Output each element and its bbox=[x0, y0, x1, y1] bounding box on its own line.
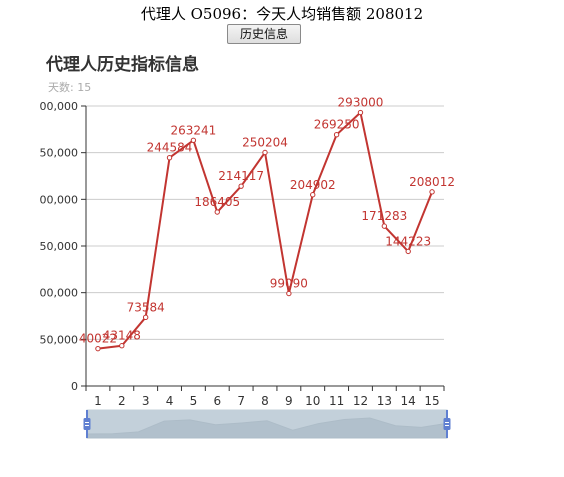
y-tick-label: 50,000 bbox=[40, 333, 79, 346]
data-point[interactable] bbox=[214, 209, 220, 215]
data-point[interactable] bbox=[429, 189, 435, 195]
slider-right-handle[interactable] bbox=[443, 418, 451, 430]
y-tick-label: 00,000 bbox=[40, 287, 79, 300]
y-tick-label: 50,000 bbox=[40, 240, 79, 253]
data-point[interactable] bbox=[190, 137, 197, 144]
x-tick-label: 15 bbox=[424, 394, 439, 408]
data-point[interactable] bbox=[142, 314, 149, 321]
data-point[interactable] bbox=[166, 155, 173, 161]
x-tick-label: 14 bbox=[401, 394, 416, 408]
y-tick-label: 0 bbox=[71, 380, 78, 393]
agent-sales-header: 代理人 O5096：今天人均销售额 208012 bbox=[140, 5, 424, 23]
data-label: 244584 bbox=[147, 141, 193, 155]
data-label: 208012 bbox=[409, 175, 455, 189]
data-label: 214117 bbox=[218, 169, 264, 183]
data-point[interactable] bbox=[262, 149, 268, 156]
datazoom-slider bbox=[83, 409, 451, 439]
x-tick-label: 6 bbox=[213, 394, 221, 408]
data-point[interactable] bbox=[95, 345, 101, 352]
data-label: 293000 bbox=[338, 96, 384, 110]
history-info-button[interactable]: 历史信息 bbox=[227, 24, 301, 44]
data-label: 40022 bbox=[79, 332, 117, 346]
data-label: 204902 bbox=[290, 178, 336, 192]
data-label: 186405 bbox=[194, 195, 240, 209]
y-tick-label: 00,000 bbox=[40, 193, 79, 206]
x-tick-label: 12 bbox=[353, 394, 368, 408]
data-point[interactable] bbox=[405, 248, 411, 255]
data-label: 250204 bbox=[242, 135, 288, 149]
x-tick-label: 13 bbox=[377, 394, 392, 408]
data-label: 263241 bbox=[170, 123, 216, 137]
x-tick-label: 5 bbox=[190, 394, 198, 408]
data-label: 99090 bbox=[270, 277, 308, 291]
data-point[interactable] bbox=[238, 183, 244, 189]
data-point[interactable] bbox=[310, 192, 316, 198]
slider-left-handle[interactable] bbox=[83, 418, 91, 430]
x-tick-label: 7 bbox=[237, 394, 245, 408]
x-tick-label: 2 bbox=[118, 394, 126, 408]
data-point[interactable] bbox=[333, 132, 340, 138]
x-tick-label: 8 bbox=[261, 394, 269, 408]
y-tick-label: 50,000 bbox=[40, 147, 79, 160]
x-tick-label: 10 bbox=[305, 394, 320, 408]
data-label: 171283 bbox=[361, 209, 407, 223]
x-tick-label: 1 bbox=[94, 394, 102, 408]
chart-title: 代理人历史指标信息 bbox=[46, 55, 199, 75]
data-points bbox=[95, 109, 435, 352]
data-label: 73584 bbox=[127, 300, 165, 314]
y-tick-label: 00,000 bbox=[40, 100, 79, 113]
x-tick-label: 9 bbox=[285, 394, 293, 408]
data-point[interactable] bbox=[286, 290, 292, 297]
chart-subtitle: 天数: 15 bbox=[48, 81, 92, 94]
grid-lines bbox=[86, 105, 444, 340]
slider-preview-area bbox=[86, 417, 448, 439]
data-point[interactable] bbox=[381, 223, 388, 229]
x-tick-label: 4 bbox=[166, 394, 174, 408]
data-label: 269250 bbox=[314, 118, 360, 132]
data-label: 144223 bbox=[385, 234, 431, 248]
data-point[interactable] bbox=[357, 109, 364, 116]
data-point[interactable] bbox=[119, 343, 125, 349]
x-tick-label: 3 bbox=[142, 394, 150, 408]
x-tick-label: 11 bbox=[329, 394, 344, 408]
data-label: 43148 bbox=[103, 329, 141, 343]
